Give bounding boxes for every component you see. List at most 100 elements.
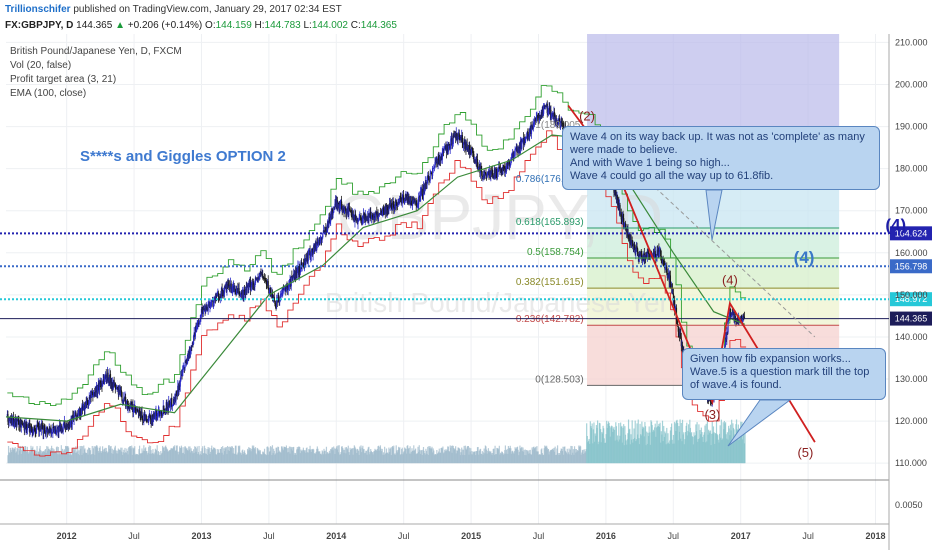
volume-bar bbox=[377, 446, 379, 464]
candle-body bbox=[75, 416, 78, 418]
volume-bar bbox=[189, 452, 192, 464]
big-wave4-label: (4) bbox=[794, 248, 815, 267]
volume-bar bbox=[359, 446, 361, 464]
candle-body bbox=[465, 144, 468, 150]
volume-bar bbox=[381, 448, 383, 464]
price-tick-label: 180.000 bbox=[895, 164, 928, 174]
volume-bar bbox=[476, 450, 478, 464]
volume-bar bbox=[12, 449, 15, 464]
volume-bar bbox=[134, 454, 136, 464]
volume-bar bbox=[345, 453, 347, 464]
candle-body bbox=[88, 404, 90, 406]
volume-bar bbox=[190, 448, 192, 464]
volume-bar bbox=[106, 450, 108, 464]
volume-bar bbox=[263, 453, 265, 464]
candle-body bbox=[24, 423, 27, 430]
low-label: L: bbox=[303, 20, 312, 31]
volume-bar bbox=[659, 422, 661, 464]
volume-bar bbox=[31, 449, 33, 464]
candle-body bbox=[290, 276, 292, 287]
candle-body bbox=[176, 391, 178, 393]
time-axis[interactable]: 2012 Jul 2013 Jul 2014 Jul 2015 Jul 2016 Jul 2017 J… bbox=[57, 531, 886, 541]
wave5-callout[interactable]: Given how fib expansion works... Wave.5 i… bbox=[682, 348, 886, 400]
candle-body bbox=[509, 164, 511, 167]
volume-bar bbox=[291, 447, 293, 464]
volume-bar bbox=[680, 422, 682, 464]
author-link[interactable]: Trillionschifer bbox=[5, 4, 71, 15]
chart-title-annotation[interactable]: S****s and Giggles OPTION 2 bbox=[80, 148, 286, 165]
volume-bar bbox=[383, 454, 385, 464]
volume-bar bbox=[392, 447, 394, 464]
volume-bar bbox=[32, 446, 34, 464]
legend-vol[interactable]: Vol (20, false) bbox=[10, 60, 71, 71]
volume-bar bbox=[106, 453, 109, 464]
volume-bar bbox=[28, 452, 30, 464]
volume-bar bbox=[40, 453, 42, 464]
candle-body bbox=[393, 204, 395, 209]
candle-body bbox=[134, 405, 136, 410]
candle-body bbox=[289, 278, 291, 285]
candle-body bbox=[680, 332, 682, 339]
candle-body bbox=[476, 159, 478, 166]
candle-body bbox=[553, 112, 556, 117]
candle-body bbox=[85, 402, 87, 405]
volume-bar bbox=[471, 451, 473, 464]
volume-bar bbox=[396, 450, 398, 464]
candle-body bbox=[313, 245, 315, 253]
candle-body bbox=[147, 418, 149, 423]
candle-body bbox=[431, 173, 433, 176]
volume-bar bbox=[337, 452, 340, 464]
candle-body bbox=[509, 162, 511, 167]
candle-body bbox=[643, 253, 645, 261]
price-chart[interactable]: GBPJPY, D British Pound/Japanese Yen 1(1… bbox=[0, 34, 932, 550]
candle-body bbox=[103, 378, 106, 385]
candle-body bbox=[83, 406, 85, 410]
candle-body bbox=[624, 223, 627, 229]
volume-bar bbox=[42, 451, 44, 464]
legend-ema[interactable]: EMA (100, close) bbox=[10, 88, 86, 99]
volume-bar bbox=[160, 451, 162, 464]
volume-bar bbox=[38, 451, 40, 464]
candle-body bbox=[324, 230, 326, 232]
volume-bar bbox=[127, 454, 129, 464]
candle-body bbox=[725, 337, 727, 346]
candle-body bbox=[448, 143, 450, 145]
candle-body bbox=[170, 397, 172, 402]
candle-body bbox=[634, 247, 636, 254]
volume-bar bbox=[615, 426, 618, 464]
candle-body bbox=[456, 132, 458, 137]
volume-bar bbox=[618, 439, 621, 464]
volume-bar bbox=[270, 446, 272, 464]
wave4-callout[interactable]: Wave 4 on its way back up. It was not as… bbox=[562, 126, 880, 190]
price-axis[interactable]: 110.000120.000130.000140.000150.000160.0… bbox=[895, 37, 928, 510]
candle-body bbox=[548, 107, 550, 111]
candle-body bbox=[314, 241, 317, 249]
volume-bar bbox=[7, 445, 10, 464]
candle-body bbox=[413, 198, 416, 201]
volume-bar bbox=[423, 450, 425, 464]
symbol-label[interactable]: FX:GBPJPY, D bbox=[5, 20, 74, 31]
volume-bar bbox=[384, 446, 386, 464]
volume-bar bbox=[100, 451, 102, 464]
candle-body bbox=[430, 172, 432, 174]
candle-body bbox=[69, 422, 72, 425]
candle-body bbox=[376, 212, 378, 217]
candle-body bbox=[316, 244, 318, 251]
volume-bar bbox=[51, 445, 53, 464]
volume-bar bbox=[305, 448, 308, 464]
volume-bar bbox=[544, 445, 546, 464]
legend-instrument[interactable]: British Pound/Japanese Yen, D, FXCM bbox=[10, 46, 182, 57]
volume-bar bbox=[281, 446, 283, 464]
candle-body bbox=[375, 211, 377, 213]
volume-bar bbox=[307, 452, 309, 464]
volume-bar bbox=[168, 451, 170, 464]
volume-bar bbox=[272, 453, 274, 464]
candle-body bbox=[331, 209, 333, 218]
volume-bar bbox=[388, 447, 390, 464]
volume-bar bbox=[57, 454, 59, 464]
legend-profit-target[interactable]: Profit target area (3, 21) bbox=[10, 74, 116, 85]
ohlc-line: FX:GBPJPY, D 144.365 ▲ +0.206 (+0.14%) O… bbox=[5, 20, 397, 31]
candle-body bbox=[291, 276, 294, 280]
volume-bar bbox=[629, 428, 631, 464]
